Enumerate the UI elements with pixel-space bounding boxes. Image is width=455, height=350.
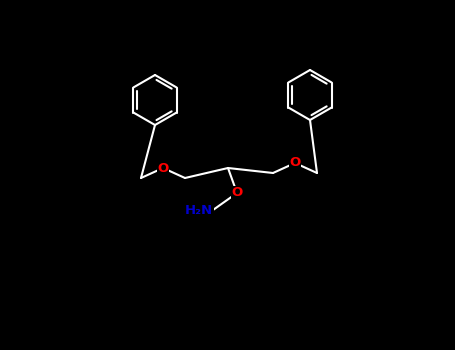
Text: O: O xyxy=(289,156,301,169)
Text: O: O xyxy=(157,161,169,175)
Text: H₂N: H₂N xyxy=(185,203,213,217)
Text: O: O xyxy=(232,187,243,199)
